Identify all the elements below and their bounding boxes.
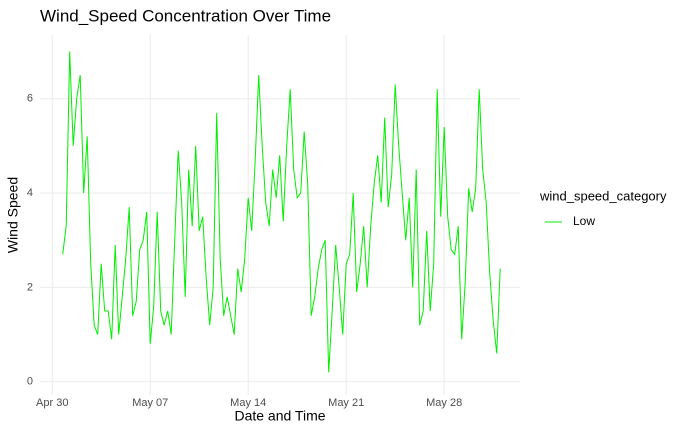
y-axis-label: Wind Speed bbox=[5, 177, 21, 253]
x-tick-label: Apr 30 bbox=[36, 397, 68, 409]
y-tick-label: 6 bbox=[27, 93, 33, 105]
y-tick-label: 4 bbox=[27, 187, 33, 199]
data-line bbox=[62, 51, 501, 373]
y-tick-label: 0 bbox=[27, 376, 33, 388]
legend-title: wind_speed_category bbox=[539, 188, 667, 203]
x-tick-label: May 14 bbox=[230, 397, 266, 409]
x-axis-label: Date and Time bbox=[234, 408, 325, 424]
chart-title: Wind_Speed Concentration Over Time bbox=[40, 6, 331, 25]
y-tick-label: 2 bbox=[27, 281, 33, 293]
legend-label: Low bbox=[573, 214, 595, 228]
x-tick-label: May 28 bbox=[426, 397, 462, 409]
x-tick-label: May 07 bbox=[132, 397, 168, 409]
x-tick-label: May 21 bbox=[328, 397, 364, 409]
